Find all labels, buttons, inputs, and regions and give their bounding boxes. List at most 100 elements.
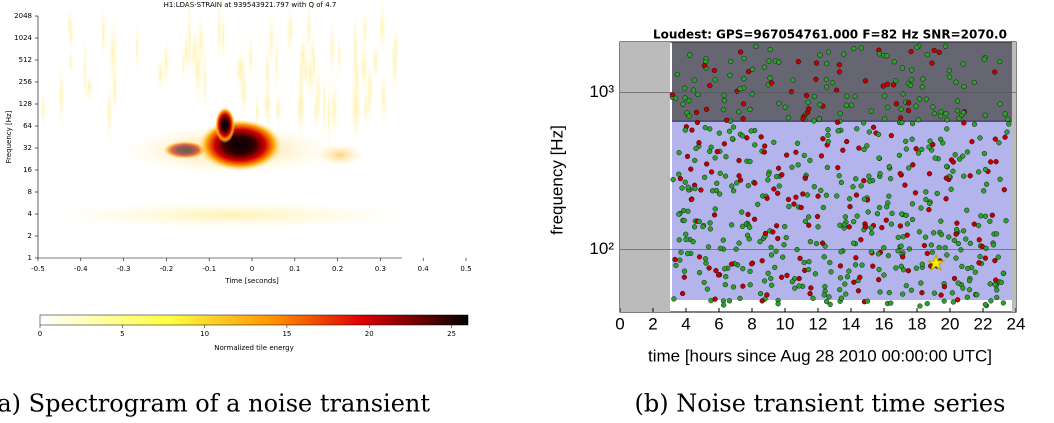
texture — [721, 97, 728, 104]
texture — [913, 265, 919, 271]
texture — [981, 150, 988, 157]
texture — [321, 69, 327, 141]
texture — [850, 184, 856, 190]
caption: (a) Spectrogram of a noise transient — [0, 390, 430, 418]
texture — [712, 155, 718, 161]
texture — [721, 92, 727, 98]
texture — [687, 52, 693, 58]
texture — [953, 255, 959, 261]
colorbar-label: Normalized tile energy — [214, 344, 293, 352]
texture — [843, 102, 850, 108]
texture — [714, 180, 720, 186]
texture — [694, 119, 701, 126]
texture — [780, 254, 786, 260]
texture — [916, 229, 923, 235]
texture — [69, 20, 74, 51]
texture — [134, 16, 140, 76]
texture — [992, 69, 998, 75]
texture — [678, 249, 684, 255]
texture — [887, 176, 894, 182]
texture — [286, 4, 295, 58]
texture — [874, 211, 880, 217]
texture — [846, 268, 852, 274]
texture — [905, 107, 912, 114]
texture — [820, 136, 826, 142]
texture — [740, 266, 746, 272]
texture — [835, 128, 841, 134]
texture — [751, 216, 758, 222]
texture — [888, 300, 894, 306]
texture — [881, 93, 888, 99]
texture — [837, 110, 843, 117]
texture — [40, 201, 420, 229]
texture — [864, 298, 871, 304]
texture — [837, 263, 844, 269]
texture — [955, 240, 961, 247]
colorbar — [39, 314, 469, 326]
texture — [684, 153, 691, 160]
texture — [801, 152, 807, 159]
texture — [737, 295, 743, 301]
x-tick-label: 0 — [250, 265, 254, 273]
texture — [861, 146, 867, 153]
x-axis-label: Time [seconds] — [224, 277, 279, 285]
texture — [960, 61, 966, 67]
texture — [919, 84, 926, 90]
texture — [817, 102, 823, 108]
texture — [681, 268, 688, 274]
texture — [785, 115, 792, 121]
texture — [851, 279, 857, 285]
texture — [765, 270, 771, 276]
chart-title: Loudest: GPS=967054761.000 F=82 Hz SNR=2… — [653, 28, 1007, 42]
texture — [181, 42, 186, 85]
texture — [689, 127, 695, 133]
y-tick-label: 256 — [19, 78, 33, 86]
y-tick-label: 1024 — [14, 34, 32, 42]
texture — [931, 290, 938, 296]
texture — [940, 140, 946, 146]
texture — [696, 270, 703, 276]
colorbar-tick-label: 15 — [282, 330, 291, 338]
texture — [730, 284, 737, 290]
texture — [717, 191, 723, 197]
texture — [727, 72, 733, 78]
texture — [683, 231, 689, 237]
texture — [897, 115, 904, 121]
texture — [767, 46, 773, 53]
texture — [846, 224, 852, 230]
texture — [818, 187, 824, 193]
texture — [770, 229, 776, 235]
texture — [946, 234, 952, 240]
texture — [775, 190, 781, 196]
texture — [677, 257, 683, 263]
texture — [997, 58, 1003, 65]
texture — [938, 231, 945, 238]
texture — [842, 281, 848, 287]
texture — [693, 109, 700, 115]
texture — [903, 146, 909, 152]
texture — [847, 196, 853, 202]
texture — [805, 99, 811, 105]
texture — [704, 161, 710, 167]
texture — [966, 278, 973, 284]
texture — [812, 271, 818, 277]
texture — [810, 295, 816, 301]
texture — [353, 45, 361, 107]
y-tick-label: 32 — [23, 144, 32, 152]
texture — [729, 136, 735, 142]
texture — [853, 255, 859, 261]
texture — [805, 266, 812, 273]
texture — [711, 212, 718, 218]
texture — [876, 155, 882, 161]
texture — [956, 115, 962, 121]
colorbar-tick-label: 20 — [365, 330, 374, 338]
texture — [801, 259, 807, 266]
texture — [823, 298, 830, 305]
texture — [749, 91, 755, 97]
colorbar-tick-label: 0 — [38, 330, 42, 338]
texture — [821, 254, 827, 260]
texture — [848, 102, 855, 108]
texture — [888, 221, 894, 227]
texture — [723, 274, 729, 280]
